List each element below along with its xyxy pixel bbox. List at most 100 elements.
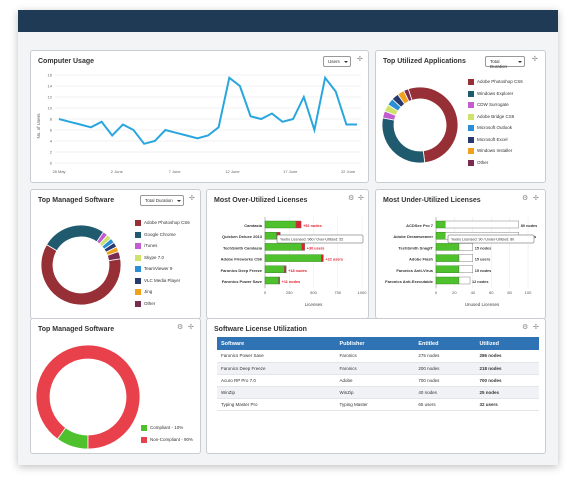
legend-item[interactable]: Microsoft Excel [468,136,523,149]
users-dropdown[interactable]: Users [323,56,351,67]
table-row[interactable]: WinZip WinZip 40 nodes 25 nodes [217,386,539,400]
bar-licensed[interactable] [435,243,460,251]
pin-icon[interactable]: ✢ [532,56,538,63]
table-cell: 32 users [475,398,539,412]
donut-slice[interactable] [403,88,413,103]
over-utilized-bar-chart: 0 250 500 750 1000 Licenses Camtasia +52 nodes Q… [221,217,367,307]
donut-slice[interactable] [106,250,121,262]
bar-value-label: +22 users [325,258,343,262]
bar-value-label: +30 users [307,246,325,250]
y-tick-label: 14 [48,84,53,89]
legend-item[interactable]: Windows Installer [468,148,523,160]
bar-extra[interactable] [284,265,287,274]
bar-licensed[interactable] [435,265,460,274]
donut-slice[interactable] [381,117,426,164]
legend-swatch [468,79,474,85]
bar-licensed[interactable] [264,232,277,240]
pin-icon[interactable]: ✢ [533,324,539,331]
column-header[interactable]: Publisher [335,337,415,350]
legend-item[interactable]: Compliant - 10% [141,425,193,437]
legend-item[interactable]: Microsoft Outlook [468,125,523,137]
legend-item[interactable]: iTunes [135,243,190,255]
x-tick-label: 100 [525,290,532,295]
bar-licensed[interactable] [435,276,460,285]
x-axis-label: Licenses [305,302,324,307]
bar-category-label: Adobe Fireworks CS6 [221,257,263,262]
panel-title: Top Managed Software [38,197,115,204]
legend-swatch [468,125,474,131]
legend-swatch [141,425,147,431]
license-table: Software Publisher Entitled Utilized Far… [217,337,539,412]
donut-slice[interactable] [40,244,122,306]
settings-icon[interactable]: ⚙ [348,195,355,202]
bar-extra[interactable] [444,220,519,229]
legend-item[interactable]: Adobe Photoshop CS6 [468,79,523,91]
pin-icon[interactable]: ✢ [533,195,539,202]
donut-slice[interactable] [35,344,141,450]
legend-item[interactable]: Jing [135,289,190,301]
table-cell: Faronics Deep Freeze [217,362,336,375]
bar-licensed[interactable] [435,220,446,229]
legend-item[interactable]: Google Chrome [135,231,190,244]
top-managed-panel: Top Managed Software Total Duration ✢ Ad… [30,189,201,319]
legend-item[interactable]: CDW Surrogate [468,102,523,114]
legend-item[interactable]: Adobe Photoshop CS6 [135,220,190,232]
computer-usage-panel: Computer Usage Users ✢ No. of Users 0 2 4 6… [30,50,369,183]
legend-item[interactable]: TeamViewer 9 [135,266,190,278]
legend-item[interactable]: Non-Compliant - 90% [141,436,193,449]
y-axis-label: No. of Users [36,113,41,139]
duration-dropdown[interactable]: Total Duration [140,195,184,206]
table-cell: 25 nodes [475,386,539,400]
bar-licensed[interactable] [264,276,279,285]
table-cell: Faronics [335,362,415,375]
bar-licensed[interactable] [264,243,303,251]
license-utilization-panel: Software License Utilization ⚙ ✢ Softwar… [206,318,546,454]
legend-item[interactable]: Skype 7.0 [135,254,190,267]
pin-icon[interactable]: ✢ [189,195,195,202]
legend-label: Adobe Photoshop CS6 [144,220,190,225]
donut-slice[interactable] [46,224,105,252]
legend-swatch [135,300,141,307]
duration-dropdown[interactable]: Total Duration [485,56,525,69]
bar-extra[interactable] [278,276,280,285]
bar-licensed[interactable] [264,220,297,229]
x-tick-label: 250 [286,290,293,295]
settings-icon[interactable]: ⚙ [177,324,184,331]
table-row[interactable]: Faronics Deep Freeze Faronics 200 nodes 218… [217,362,539,375]
legend-swatch [135,266,141,272]
pin-icon[interactable]: ✢ [358,195,364,202]
settings-icon[interactable]: ⚙ [522,195,529,202]
bar-licensed[interactable] [264,254,322,262]
table-cell: 700 nodes [475,374,539,388]
y-tick-label: 4 [50,139,53,144]
pin-icon[interactable]: ✢ [357,56,363,63]
bar-extra[interactable] [458,254,474,262]
legend-item[interactable]: VLC Media Player [135,277,190,290]
bar-licensed[interactable] [435,254,460,262]
panel-title: Most Over-Utilized Licenses [214,197,308,204]
table-row[interactable]: Acuro RP Pro 7.0 Adobe 700 nodes 700 nodes [217,374,539,388]
bar-extra[interactable] [301,243,305,251]
legend-item[interactable]: Adobe Bridge CS6 [468,113,523,126]
bar-licensed[interactable] [435,232,446,240]
legend-item[interactable]: Other [135,300,190,313]
bar-extra[interactable] [295,220,302,229]
x-axis-label: Unused Licenses [465,302,500,307]
bar-extra[interactable] [458,276,471,285]
pin-icon[interactable]: ✢ [188,324,194,331]
table-row[interactable]: Typing Master Pro Typing Master 65 users 32… [217,398,539,412]
column-header[interactable]: Utilized [475,337,539,350]
legend-item[interactable]: Windows Explorer [468,90,523,103]
bar-extra[interactable] [458,265,474,274]
settings-icon[interactable]: ⚙ [522,324,529,331]
legend-item[interactable]: Other [468,159,523,172]
bar-licensed[interactable] [264,265,285,274]
bar-extra[interactable] [321,254,324,262]
bar-extra[interactable] [458,243,474,251]
column-header[interactable]: Software [217,337,336,350]
y-tick-label: 16 [48,73,53,78]
column-header[interactable]: Entitled [414,337,476,350]
legend-label: Microsoft Excel [477,136,508,142]
bar-category-label: ACDSee Pro 7 [406,223,434,228]
table-row[interactable]: Faronics Power Save Faronics 275 nodes 286 … [217,350,539,363]
